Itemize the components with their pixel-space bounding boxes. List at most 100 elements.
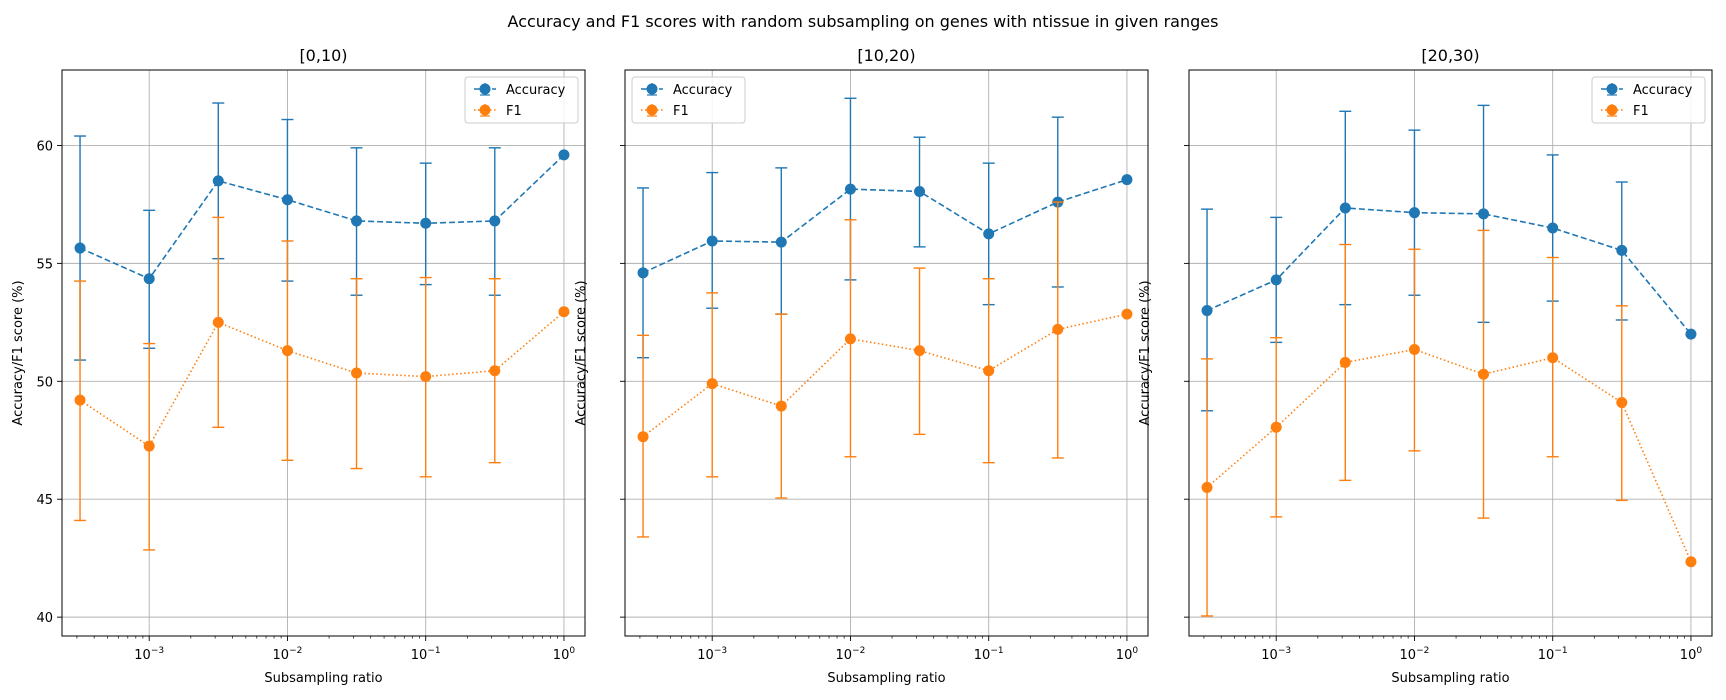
data-point: [1339, 356, 1351, 368]
data-point: [1685, 328, 1697, 340]
axes-frame: [61, 69, 586, 637]
data-point: [420, 371, 432, 383]
data-point: [1201, 305, 1213, 317]
legend: Accuracy F1: [464, 76, 579, 124]
legend-marker: [479, 83, 491, 95]
series-line: [642, 313, 1128, 438]
data-point: [1547, 352, 1559, 364]
data-point: [1547, 222, 1559, 234]
data-point: [1408, 343, 1420, 355]
data-point: [1616, 397, 1628, 409]
data-point: [281, 345, 293, 357]
data-point: [844, 183, 856, 195]
ticks: 10−3 10−2 10−1 100: [620, 145, 1138, 663]
data-point: [143, 273, 155, 285]
data-point: [1270, 274, 1282, 286]
x-tick-label: 100: [553, 646, 576, 663]
data-point: [706, 235, 718, 247]
data-point: [420, 217, 432, 229]
series-f1: [637, 201, 1133, 538]
data-point: [775, 236, 787, 248]
data-point: [351, 367, 363, 379]
legend: Accuracy F1: [1591, 76, 1706, 124]
data-point: [1478, 208, 1490, 220]
x-axis-label: Subsampling ratio: [1391, 671, 1509, 686]
data-point: [489, 365, 501, 377]
axes-frame: [1188, 69, 1713, 637]
legend-label: Accuracy: [1633, 83, 1693, 98]
y-axis-label: Accuracy/F1 score (%): [11, 280, 26, 425]
data-point: [212, 175, 224, 187]
x-tick-label: 10−3: [697, 646, 727, 663]
data-point: [637, 267, 649, 279]
x-axis-label: Subsampling ratio: [827, 671, 945, 686]
series-line: [1206, 348, 1692, 563]
subplot-3: [20,30) 10−3 10−2 10−1 100 Subsampling ratio A…: [1138, 46, 1713, 686]
data-point: [1478, 368, 1490, 380]
subplot-title: [20,30): [1421, 46, 1479, 65]
x-tick-label: 10−2: [1400, 646, 1430, 663]
data-point: [637, 431, 649, 443]
series-line: [79, 154, 565, 280]
panels: [0,10) 10−3 10−2 10−1 100 40 45 50 55 60 Subsampli…: [11, 46, 1713, 686]
legend: Accuracy F1: [631, 76, 746, 124]
legend-marker: [1606, 104, 1618, 116]
data-point: [914, 185, 926, 197]
x-tick-label: 10−1: [974, 646, 1004, 663]
ticks: 10−3 10−2 10−1 100: [1184, 145, 1702, 663]
data-point: [983, 228, 995, 240]
data-point: [281, 194, 293, 206]
y-tick-label: 50: [36, 375, 53, 390]
data-point: [1685, 556, 1697, 568]
data-point: [1052, 323, 1064, 335]
x-tick-label: 10−2: [273, 646, 303, 663]
subplot-title: [10,20): [857, 46, 915, 65]
series-line: [1206, 207, 1692, 335]
legend-marker: [646, 83, 658, 95]
y-tick-label: 60: [36, 139, 53, 154]
legend-label: F1: [1633, 104, 1649, 119]
legend-marker: [646, 104, 658, 116]
data-point: [1121, 308, 1133, 320]
x-tick-label: 100: [1680, 646, 1703, 663]
data-point: [558, 149, 570, 161]
data-point: [1121, 174, 1133, 186]
x-tick-label: 10−2: [836, 646, 866, 663]
data-point: [558, 306, 570, 318]
data-point: [1201, 481, 1213, 493]
series-line: [642, 178, 1128, 274]
axes-frame: [624, 69, 1149, 637]
x-tick-label: 10−3: [1261, 646, 1291, 663]
data-point: [775, 400, 787, 412]
data-point: [74, 242, 86, 254]
data-point: [983, 365, 995, 377]
y-tick-label: 45: [36, 493, 53, 508]
data-point: [914, 345, 926, 357]
series-f1: [74, 216, 570, 551]
figure-title: Accuracy and F1 scores with random subsa…: [508, 12, 1219, 31]
data-point: [1616, 244, 1628, 256]
x-tick-label: 10−3: [134, 646, 164, 663]
data-point: [489, 215, 501, 227]
series-f1: [1201, 229, 1697, 617]
legend-marker: [479, 104, 491, 116]
data-point: [351, 215, 363, 227]
data-point: [1408, 207, 1420, 219]
data-point: [1339, 202, 1351, 214]
y-tick-label: 40: [36, 611, 53, 626]
x-axis-label: Subsampling ratio: [264, 671, 382, 686]
y-axis-label: Accuracy/F1 score (%): [1138, 280, 1153, 425]
legend-marker: [1606, 83, 1618, 95]
subplot-title: [0,10): [299, 46, 347, 65]
x-tick-label: 10−1: [1538, 646, 1568, 663]
x-tick-label: 10−1: [411, 646, 441, 663]
data-point: [143, 440, 155, 452]
data-point: [1270, 421, 1282, 433]
legend-label: Accuracy: [506, 83, 566, 98]
data-point: [74, 394, 86, 406]
y-axis-label: Accuracy/F1 score (%): [574, 280, 589, 425]
y-tick-label: 55: [36, 257, 53, 272]
data-point: [706, 378, 718, 390]
x-tick-label: 100: [1116, 646, 1139, 663]
